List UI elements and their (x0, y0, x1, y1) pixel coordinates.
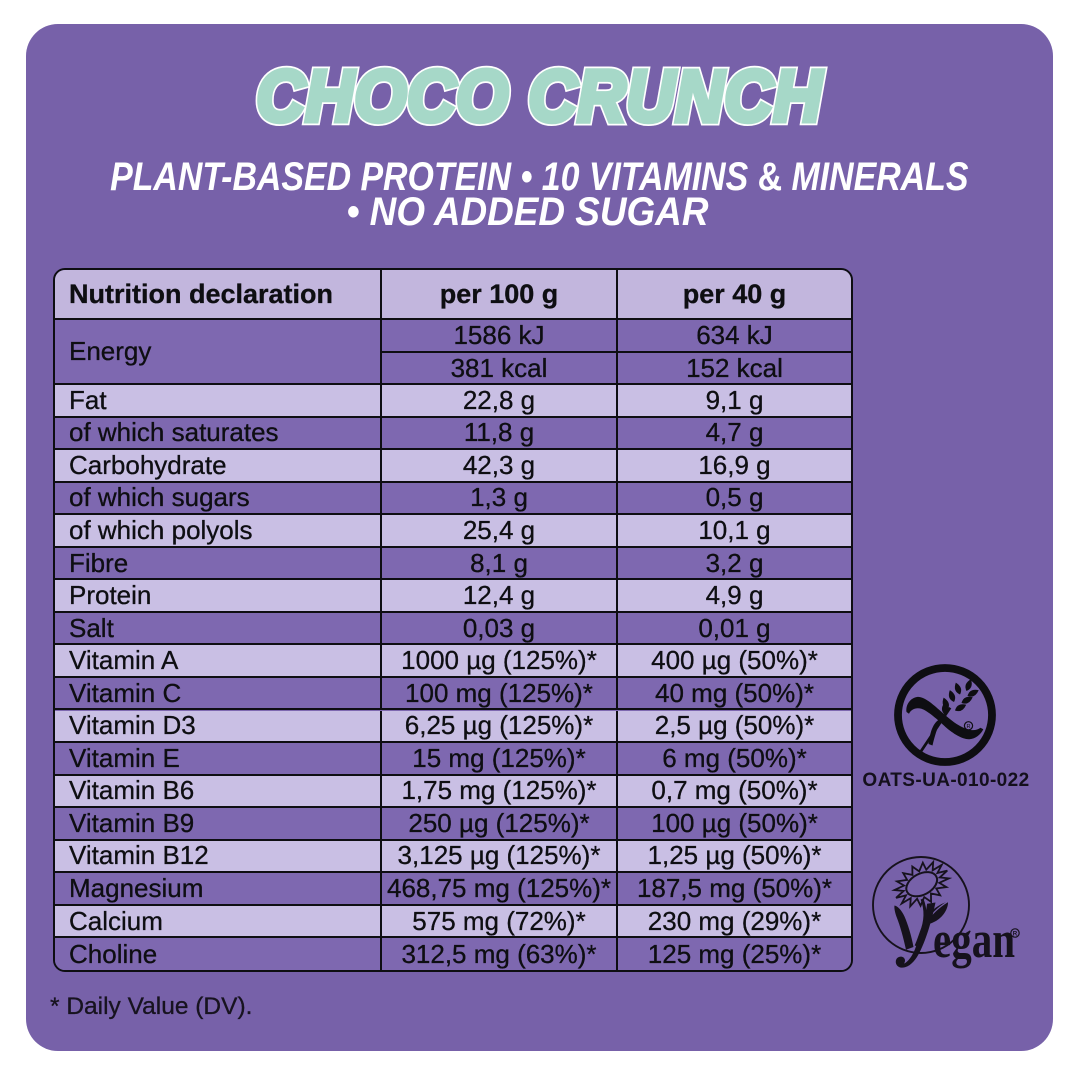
svg-text:R: R (1013, 931, 1018, 938)
svg-text:R: R (966, 724, 970, 730)
svg-text:egan: egan (933, 912, 1015, 969)
